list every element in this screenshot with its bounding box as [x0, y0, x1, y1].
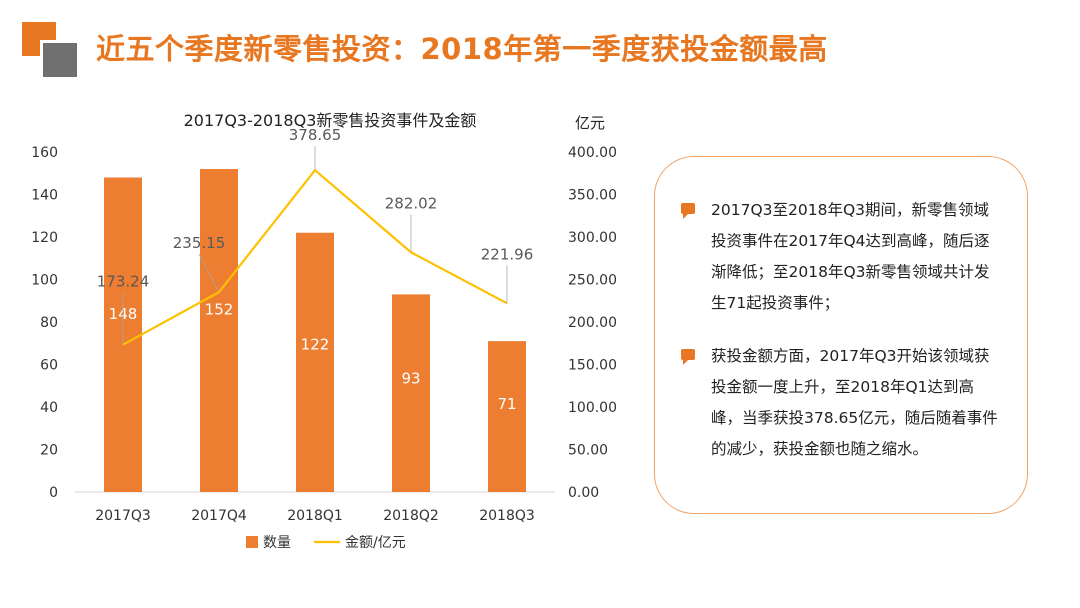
- x-tick-label: 2018Q3: [479, 508, 535, 524]
- right-axis-unit: 亿元: [575, 114, 605, 132]
- y-right-tick-label: 350.00: [568, 188, 617, 204]
- legend-label-count: 数量: [263, 535, 291, 551]
- y-right-tick-label: 100.00: [568, 400, 617, 416]
- bar-2018Q3: [488, 341, 526, 492]
- x-tick-label: 2018Q1: [287, 508, 343, 524]
- line-value-label: 235.15: [173, 234, 226, 252]
- chart-title: 2017Q3-2018Q3新零售投资事件及金额: [184, 111, 477, 130]
- chart: 2017Q3-2018Q3新零售投资事件及金额 亿元 148 1521229371…: [31, 111, 617, 551]
- y-right-tick-label: 250.00: [568, 273, 617, 289]
- line-value-label: 173.24: [97, 273, 150, 291]
- x-tick-label: 2017Q4: [191, 508, 247, 524]
- y-left-tick-label: 120: [31, 230, 58, 246]
- bar-2018Q2: [392, 294, 430, 492]
- y-left-tick-label: 60: [40, 358, 58, 374]
- y-left-tick-label: 100: [31, 273, 58, 289]
- y-right-tick-label: 50.00: [568, 443, 608, 459]
- line-value-label: 378.65: [289, 126, 342, 144]
- summary-point-text: 2017Q3至2018年Q3期间，新零售领域投资事件在2017年Q4达到高峰，随…: [711, 201, 990, 312]
- x-tick-label: 2017Q3: [95, 508, 151, 524]
- y-left-tick-label: 80: [40, 315, 58, 331]
- summary-point-text: 获投金额方面，2017年Q3开始该领域获投金额一度上升，至2018年Q1达到高峰…: [711, 347, 998, 458]
- title-decoration-gray-square: [40, 40, 80, 80]
- bar-value-label: 71: [497, 395, 516, 413]
- y-left-tick-label: 40: [40, 400, 58, 416]
- y-left-tick-label: 140: [31, 188, 58, 204]
- y-left-tick-label: 20: [40, 443, 58, 459]
- y-right-tick-label: 300.00: [568, 230, 617, 246]
- summary-point-amount: 获投金额方面，2017年Q3开始该领域获投金额一度上升，至2018年Q1达到高峰…: [681, 341, 999, 465]
- legend-swatch-count: [246, 536, 258, 548]
- summary-point-events: 2017Q3至2018年Q3期间，新零售领域投资事件在2017年Q4达到高峰，随…: [681, 195, 999, 319]
- y-right-tick-label: 0.00: [568, 485, 599, 501]
- bar-value-label: 122: [301, 335, 330, 353]
- y-right-tick-label: 200.00: [568, 315, 617, 331]
- summary-card: 2017Q3至2018年Q3期间，新零售领域投资事件在2017年Q4达到高峰，随…: [654, 156, 1028, 514]
- speech-bubble-icon: [681, 203, 695, 219]
- bar-2018Q1: [296, 232, 334, 492]
- y-left-tick-label: 0: [49, 485, 58, 501]
- line-value-label: 282.02: [385, 194, 438, 212]
- legend-label-amount: 金额/亿元: [345, 535, 406, 551]
- speech-bubble-icon: [681, 349, 695, 365]
- y-right-tick-label: 150.00: [568, 358, 617, 374]
- bar-value-label: 152: [205, 300, 234, 318]
- line-label-leader: [198, 253, 220, 293]
- y-right-tick-label: 400.00: [568, 145, 617, 161]
- line-value-label: 221.96: [481, 245, 534, 263]
- page-title: 近五个季度新零售投资：2018年第一季度获投金额最高: [96, 32, 828, 66]
- x-tick-label: 2018Q2: [383, 508, 439, 524]
- bar-value-label: 93: [401, 369, 420, 387]
- y-left-tick-label: 160: [31, 145, 58, 161]
- bar-2017Q4: [200, 169, 238, 492]
